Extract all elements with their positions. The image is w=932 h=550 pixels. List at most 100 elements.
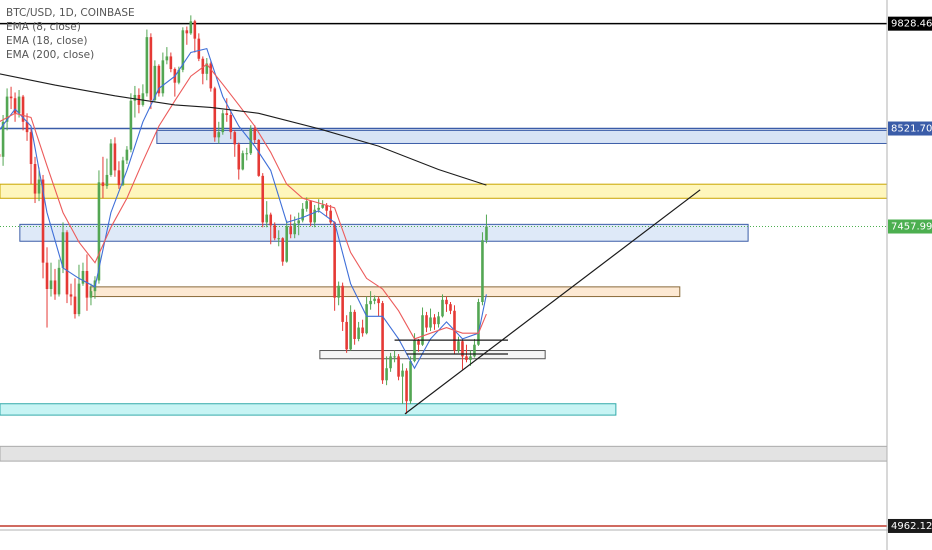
candle-body	[257, 139, 261, 176]
candle-body	[429, 317, 432, 328]
candle-body	[317, 207, 320, 210]
candle-body	[45, 262, 49, 290]
candle-body	[393, 356, 396, 358]
candle-body	[337, 285, 340, 298]
ema-line	[0, 73, 487, 186]
candle-body	[233, 132, 237, 145]
candle-body	[345, 321, 348, 350]
zone	[156, 129, 888, 144]
candle-body	[109, 143, 113, 175]
price-label: 9828.46	[891, 19, 932, 30]
candle-body	[421, 315, 424, 345]
ema-lines	[0, 47, 487, 370]
zone	[0, 403, 617, 416]
candle-body	[385, 368, 388, 381]
candle-body	[369, 300, 372, 305]
candle-body	[181, 30, 185, 70]
candle-body	[437, 316, 440, 325]
ema-line	[0, 47, 487, 370]
candle-body	[81, 270, 85, 284]
candle-body	[361, 327, 364, 334]
candle-body	[97, 182, 101, 281]
candle-body	[49, 280, 53, 290]
candle-body	[169, 56, 173, 70]
time-axis-panel	[0, 530, 932, 550]
candle-body	[133, 94, 137, 101]
candle-body	[333, 222, 336, 298]
candle-body	[153, 65, 157, 100]
candle-body	[305, 201, 308, 209]
candle-body	[301, 208, 304, 221]
candle-body	[117, 170, 121, 186]
candle-body	[201, 58, 205, 74]
axis-labels: 9828.46 8521.70 7457.99 4962.12	[888, 16, 932, 533]
candle-body	[449, 304, 452, 311]
candle-body	[61, 232, 65, 268]
candle-body	[485, 226, 488, 241]
candle-body	[445, 299, 448, 305]
candle-body	[425, 315, 428, 328]
candle-body	[349, 311, 352, 350]
candle-body	[73, 296, 77, 315]
candle-body	[221, 113, 225, 133]
candle-body	[405, 370, 408, 402]
candle-body	[397, 356, 400, 377]
candle-body	[129, 100, 133, 150]
candle-body	[77, 283, 81, 315]
candle-body	[469, 356, 472, 360]
legend-entry: EMA (8, close)	[6, 21, 81, 33]
candle-body	[89, 291, 93, 298]
price-axis-panel	[887, 0, 932, 550]
candle-body	[353, 311, 356, 339]
candle-body	[289, 226, 292, 235]
candle-body	[325, 204, 328, 211]
candle-body	[477, 301, 480, 345]
candle-body	[281, 238, 285, 262]
candle-body	[125, 149, 129, 161]
candle-body	[457, 341, 460, 351]
legend-entry: EMA (200, close)	[6, 49, 94, 61]
candle-body	[209, 63, 213, 89]
legend: BTC/USD, 1D, COINBASE EMA (8, close) EMA …	[6, 7, 135, 61]
candle-body	[401, 370, 404, 377]
candle-body	[85, 270, 89, 298]
candle-body	[413, 340, 416, 362]
candle-body	[273, 225, 277, 239]
candle-body	[157, 65, 161, 94]
candle-body	[141, 93, 145, 105]
zone	[0, 183, 888, 199]
candle-body	[149, 37, 153, 100]
candle-body	[1, 121, 5, 157]
candle-body	[213, 88, 217, 138]
zone	[19, 223, 749, 242]
legend-entry: EMA (18, close)	[6, 35, 88, 47]
candle-body	[409, 361, 412, 402]
candle-body	[321, 204, 324, 208]
candle-body	[389, 356, 392, 369]
candle-body	[29, 132, 33, 165]
candle-body	[237, 144, 241, 170]
price-label: 7457.99	[891, 222, 932, 233]
candle-body	[21, 96, 25, 122]
candle-body	[381, 303, 384, 381]
candle-body	[113, 143, 117, 171]
price-label-box	[888, 518, 932, 533]
candle-body	[161, 60, 165, 94]
candle-body	[329, 210, 332, 223]
candle-body	[481, 240, 484, 302]
candle-body	[261, 175, 265, 223]
candle-body	[41, 179, 45, 263]
candle-body	[33, 164, 37, 194]
candle-body	[217, 132, 221, 138]
candle-body	[105, 174, 109, 187]
candle-body	[189, 21, 193, 34]
candle-body	[433, 317, 436, 325]
candle-body	[377, 298, 380, 304]
candle-body	[341, 285, 344, 322]
candle-body	[461, 341, 464, 357]
candle-body	[313, 209, 316, 223]
candle-body	[69, 294, 73, 297]
price-lines	[0, 22, 887, 527]
candle-body	[253, 128, 257, 140]
candle-body	[473, 344, 476, 357]
